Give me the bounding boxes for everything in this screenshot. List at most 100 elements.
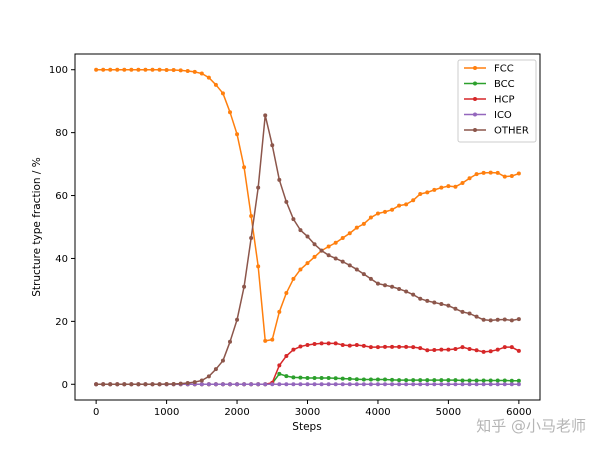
data-point bbox=[418, 191, 423, 196]
data-point bbox=[375, 382, 380, 387]
y-tick-label: 60 bbox=[55, 191, 68, 202]
legend-label: HCP bbox=[494, 95, 515, 106]
data-point bbox=[361, 221, 366, 226]
data-point bbox=[516, 382, 521, 387]
legend-label: OTHER bbox=[494, 126, 529, 137]
data-point bbox=[390, 377, 395, 382]
data-point bbox=[171, 381, 176, 386]
legend-entry-hcp: HCP bbox=[464, 95, 515, 106]
data-point bbox=[333, 341, 338, 346]
data-point bbox=[488, 378, 493, 383]
data-point bbox=[192, 69, 197, 74]
data-point bbox=[411, 198, 416, 203]
data-point bbox=[298, 344, 303, 349]
data-point bbox=[467, 347, 472, 352]
data-point bbox=[474, 314, 479, 319]
data-point bbox=[474, 348, 479, 353]
data-point bbox=[263, 338, 268, 343]
data-point bbox=[502, 317, 507, 322]
data-point bbox=[488, 170, 493, 175]
data-point bbox=[340, 382, 345, 387]
data-point bbox=[284, 291, 289, 296]
data-point bbox=[263, 113, 268, 118]
data-point bbox=[439, 382, 444, 387]
data-point bbox=[509, 318, 514, 323]
data-point bbox=[228, 339, 232, 344]
data-point bbox=[228, 382, 232, 387]
data-point bbox=[340, 342, 345, 347]
data-point bbox=[122, 67, 127, 72]
x-tick-label: 4000 bbox=[365, 407, 390, 418]
data-point bbox=[390, 382, 395, 387]
data-point bbox=[368, 377, 373, 382]
data-point bbox=[242, 165, 247, 170]
data-point bbox=[136, 67, 141, 72]
legend-marker bbox=[473, 97, 477, 101]
data-point bbox=[347, 231, 352, 236]
data-point bbox=[305, 382, 310, 387]
data-point bbox=[249, 382, 254, 387]
data-point bbox=[446, 378, 451, 383]
data-point bbox=[178, 381, 183, 386]
data-point bbox=[312, 242, 317, 247]
data-point bbox=[354, 225, 359, 230]
data-point bbox=[411, 345, 416, 350]
x-tick-label: 1000 bbox=[154, 407, 179, 418]
data-point bbox=[488, 382, 493, 387]
data-point bbox=[326, 253, 331, 258]
data-point bbox=[446, 303, 451, 308]
data-point bbox=[516, 317, 521, 322]
legend-marker bbox=[473, 112, 477, 117]
data-point bbox=[242, 284, 247, 289]
data-point bbox=[298, 375, 303, 380]
data-point bbox=[298, 267, 303, 272]
y-tick-label: 20 bbox=[55, 317, 68, 328]
legend-label: FCC bbox=[494, 64, 514, 75]
data-point bbox=[305, 342, 310, 347]
watermark: 知乎 @小马老师 bbox=[476, 417, 586, 435]
data-point bbox=[94, 382, 99, 387]
data-point bbox=[375, 345, 380, 350]
data-point bbox=[502, 378, 507, 383]
data-point bbox=[502, 382, 507, 387]
data-point bbox=[368, 215, 373, 220]
data-point bbox=[481, 382, 486, 387]
legend-marker bbox=[473, 81, 477, 86]
data-point bbox=[425, 382, 430, 387]
legend: FCC BCC HCP ICO OTHER bbox=[457, 59, 537, 143]
data-point bbox=[467, 311, 472, 316]
data-point bbox=[397, 378, 402, 383]
data-point bbox=[425, 378, 430, 383]
data-point bbox=[460, 382, 465, 387]
data-point bbox=[495, 382, 500, 387]
data-point bbox=[347, 263, 352, 268]
data-point bbox=[185, 68, 190, 73]
y-tick-label: 80 bbox=[55, 128, 68, 139]
data-point bbox=[516, 378, 521, 383]
data-point bbox=[375, 211, 380, 216]
legend-entry-other: OTHER bbox=[464, 126, 529, 137]
data-point bbox=[375, 377, 380, 382]
data-point bbox=[291, 347, 296, 352]
data-point bbox=[439, 347, 444, 352]
data-point bbox=[235, 382, 240, 387]
data-point bbox=[404, 289, 409, 294]
data-point bbox=[411, 378, 416, 383]
data-point bbox=[361, 377, 366, 382]
data-point bbox=[298, 228, 303, 233]
data-point bbox=[326, 382, 331, 387]
data-point bbox=[368, 382, 373, 387]
data-point bbox=[516, 171, 521, 176]
data-point bbox=[418, 346, 423, 351]
data-point bbox=[509, 378, 514, 383]
legend-box bbox=[457, 59, 537, 143]
data-point bbox=[291, 217, 296, 222]
data-point bbox=[220, 91, 225, 96]
data-point bbox=[277, 371, 282, 376]
data-point bbox=[453, 382, 458, 387]
data-point bbox=[390, 344, 395, 349]
y-tick-label: 100 bbox=[49, 65, 68, 76]
data-point bbox=[354, 382, 359, 387]
data-point bbox=[333, 382, 338, 387]
data-point bbox=[319, 375, 324, 380]
